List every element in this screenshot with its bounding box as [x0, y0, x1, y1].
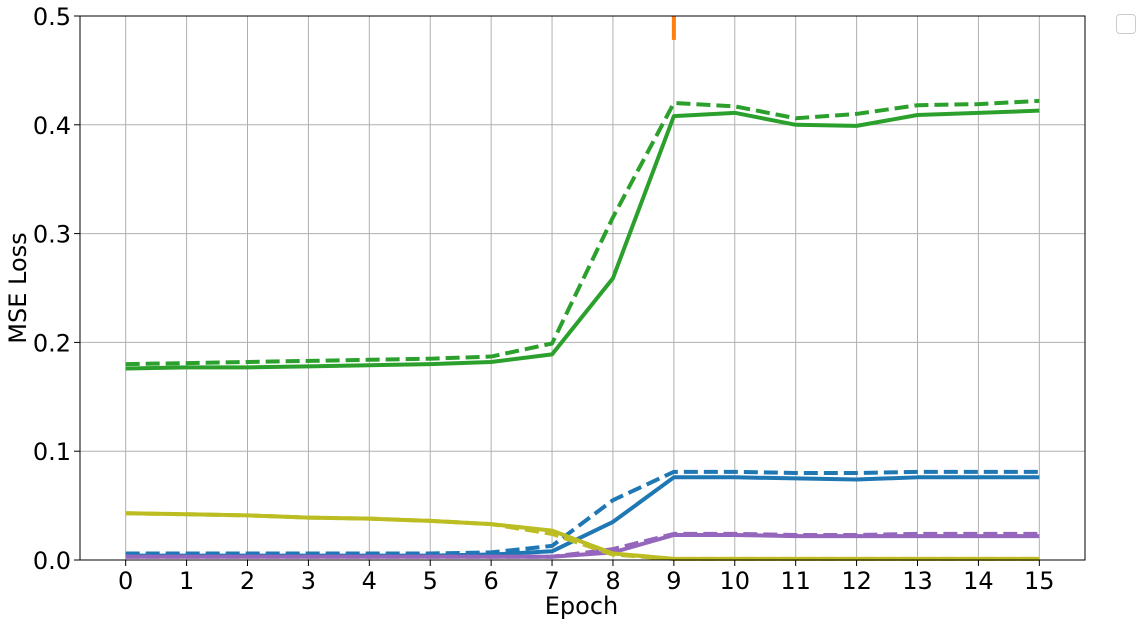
y-tick-label: 0.5 [33, 3, 71, 31]
x-tick-label: 12 [841, 567, 872, 595]
x-tick-label: 2 [240, 567, 255, 595]
x-tick-label: 4 [362, 567, 377, 595]
y-tick-label: 0.1 [33, 438, 71, 466]
series-line-7-dashed [125, 511, 1040, 561]
y-axis-label: MSE Loss [4, 232, 32, 343]
legend-box [1116, 14, 1136, 34]
series-line-3-dashed [125, 469, 1040, 556]
x-tick-label: 7 [544, 567, 559, 595]
y-tick-label: 0.0 [33, 547, 71, 575]
x-tick-label: 9 [666, 567, 681, 595]
x-tick-label: 13 [902, 567, 933, 595]
x-tick-label: 8 [605, 567, 620, 595]
x-tick-label: 5 [423, 567, 438, 595]
x-tick-label: 10 [719, 567, 750, 595]
x-tick-label: 0 [118, 567, 133, 595]
x-axis-label: Epoch [545, 592, 619, 620]
x-tick-label: 1 [179, 567, 194, 595]
y-tick-label: 0.3 [33, 221, 71, 249]
y-tick-label: 0.2 [33, 329, 71, 357]
plot-frame [79, 15, 1086, 561]
tick-layer: 0 1 2 3 4 5 6 7 8 9 10 11 12 13 14 150.00.10.20.30.40.5 [33, 3, 1055, 595]
series-layer [125, 16, 1040, 561]
axes-layer [74, 15, 1086, 566]
x-tick-label: 15 [1024, 567, 1055, 595]
x-tick-label: 6 [483, 567, 498, 595]
series-line-5-dashed [125, 531, 1040, 559]
series-line-0-solid [125, 108, 1040, 371]
x-tick-label: 11 [780, 567, 811, 595]
series-line-1-dashed [125, 98, 1040, 367]
y-tick-label: 0.4 [33, 112, 71, 140]
x-tick-label: 3 [301, 567, 316, 595]
x-tick-label: 14 [963, 567, 994, 595]
